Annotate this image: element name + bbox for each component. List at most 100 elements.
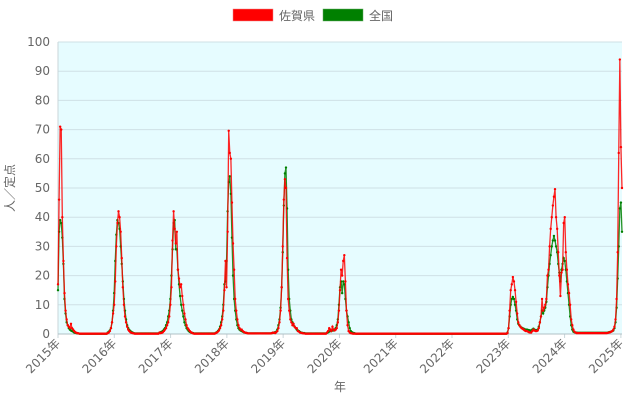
data-point bbox=[110, 321, 114, 324]
data-point bbox=[230, 201, 234, 204]
data-point bbox=[108, 329, 112, 333]
data-point bbox=[570, 318, 573, 321]
data-point bbox=[348, 326, 351, 330]
data-point bbox=[288, 309, 291, 312]
data-point bbox=[563, 259, 566, 263]
x-tick-label: 2024年 bbox=[530, 336, 570, 376]
data-point bbox=[546, 274, 549, 277]
data-point bbox=[545, 297, 548, 301]
data-point bbox=[553, 239, 557, 242]
data-point bbox=[171, 239, 174, 242]
data-point bbox=[544, 303, 547, 306]
data-point bbox=[124, 321, 128, 324]
x-tick-label: 2025年 bbox=[586, 336, 626, 376]
data-point bbox=[112, 303, 116, 306]
data-point bbox=[219, 324, 223, 327]
x-tick-label: 2019年 bbox=[248, 336, 288, 376]
x-tick-label: 2023年 bbox=[473, 336, 513, 376]
data-point bbox=[344, 280, 347, 283]
data-point bbox=[559, 294, 562, 298]
x-tick-label: 2021年 bbox=[361, 336, 401, 376]
data-point bbox=[173, 227, 176, 231]
data-point bbox=[343, 253, 346, 257]
data-point bbox=[179, 303, 183, 306]
data-point bbox=[289, 318, 292, 321]
y-axis-label: 人／定点 bbox=[2, 164, 17, 212]
data-point bbox=[184, 318, 187, 321]
y-tick-label: 10 bbox=[35, 298, 50, 312]
data-point bbox=[234, 297, 237, 301]
data-point bbox=[172, 210, 175, 213]
data-point bbox=[342, 259, 345, 263]
data-point bbox=[169, 303, 172, 306]
data-point bbox=[513, 303, 517, 306]
data-point bbox=[278, 321, 281, 324]
data-point bbox=[346, 324, 349, 327]
data-point bbox=[512, 297, 516, 301]
data-point bbox=[168, 315, 171, 318]
data-point bbox=[620, 230, 624, 233]
data-point bbox=[511, 295, 515, 299]
data-point bbox=[549, 227, 552, 231]
data-point bbox=[111, 312, 115, 315]
data-point bbox=[181, 309, 184, 312]
data-point bbox=[554, 216, 558, 219]
data-point bbox=[58, 218, 62, 222]
data-point bbox=[178, 294, 182, 298]
legend-item-national[interactable]: 全国 bbox=[322, 8, 393, 23]
data-point bbox=[225, 286, 228, 289]
data-point bbox=[550, 245, 553, 248]
data-point bbox=[539, 315, 543, 318]
data-point bbox=[510, 283, 513, 286]
data-point bbox=[228, 175, 231, 178]
data-point bbox=[64, 309, 67, 312]
data-point bbox=[541, 312, 545, 315]
data-point bbox=[336, 321, 340, 324]
data-point bbox=[345, 309, 348, 312]
data-point bbox=[551, 239, 555, 242]
series-saga bbox=[56, 58, 624, 335]
data-point bbox=[182, 303, 185, 306]
data-point bbox=[181, 294, 184, 298]
data-point bbox=[572, 328, 575, 331]
data-point bbox=[508, 309, 511, 312]
data-point bbox=[175, 230, 179, 233]
data-point bbox=[571, 324, 574, 327]
data-point bbox=[286, 297, 290, 301]
data-point bbox=[57, 198, 61, 201]
data-point bbox=[183, 321, 186, 324]
y-tick-label: 40 bbox=[35, 210, 50, 224]
data-point bbox=[121, 286, 125, 289]
data-point bbox=[178, 286, 182, 289]
data-point bbox=[282, 198, 286, 201]
data-point bbox=[564, 251, 568, 254]
legend[interactable]: 佐賀県 全国 bbox=[232, 8, 393, 23]
x-axis-label: 年 bbox=[334, 380, 346, 394]
data-point bbox=[277, 326, 280, 330]
data-point bbox=[61, 216, 64, 219]
data-point bbox=[567, 291, 571, 295]
data-point bbox=[510, 297, 513, 301]
data-point bbox=[557, 251, 560, 254]
data-point bbox=[164, 326, 168, 330]
data-point bbox=[516, 312, 519, 315]
data-point bbox=[555, 227, 559, 231]
data-point bbox=[326, 329, 330, 333]
data-point bbox=[116, 221, 119, 225]
data-point bbox=[568, 303, 572, 306]
data-point bbox=[218, 326, 222, 330]
data-point bbox=[612, 328, 615, 331]
data-point bbox=[566, 283, 570, 286]
legend-item-saga[interactable]: 佐賀県 bbox=[232, 8, 315, 23]
data-point bbox=[60, 128, 63, 131]
data-point bbox=[561, 268, 564, 271]
data-point bbox=[235, 309, 238, 312]
data-point bbox=[236, 318, 239, 321]
data-point bbox=[63, 291, 66, 295]
y-tick-label: 20 bbox=[35, 269, 50, 283]
data-point bbox=[122, 303, 126, 306]
data-point bbox=[226, 230, 229, 233]
data-point bbox=[119, 230, 122, 233]
data-point bbox=[292, 322, 295, 325]
